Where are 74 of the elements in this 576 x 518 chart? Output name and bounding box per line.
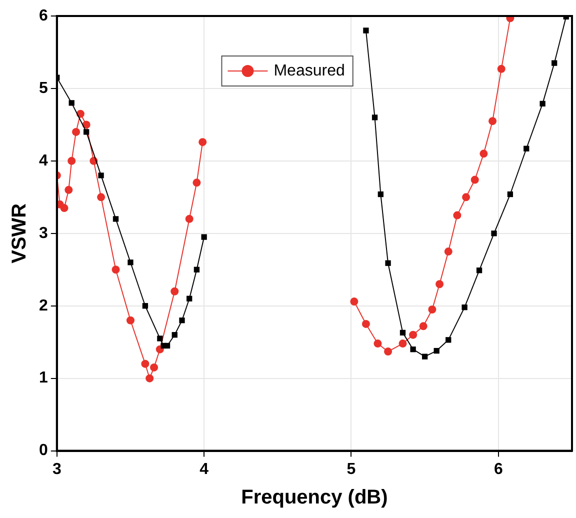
y-tick-label: 2 — [38, 297, 48, 314]
point — [453, 211, 462, 220]
x-axis-title: Frequency (dB) — [241, 486, 388, 509]
x-tick-label: 5 — [346, 460, 356, 478]
point — [186, 296, 192, 302]
point — [372, 114, 378, 120]
y-tick-label: 5 — [38, 80, 48, 97]
x-tick-label: 6 — [494, 460, 503, 478]
point — [201, 234, 207, 240]
point — [398, 340, 407, 348]
point — [72, 128, 80, 136]
point — [419, 322, 428, 330]
point — [384, 348, 392, 356]
point — [378, 191, 384, 198]
point — [422, 354, 428, 360]
point — [480, 150, 488, 158]
point — [150, 363, 158, 372]
point — [170, 287, 179, 296]
point — [112, 266, 120, 274]
y-tick-label: 6 — [38, 7, 48, 24]
y-tick-label: 0 — [38, 442, 48, 460]
point — [97, 193, 106, 202]
point — [198, 138, 207, 146]
point — [68, 156, 76, 165]
point — [179, 318, 185, 324]
point — [436, 280, 444, 288]
point — [470, 176, 479, 184]
point — [98, 172, 104, 178]
point — [385, 260, 391, 266]
point — [164, 342, 170, 349]
y-tick-label: 1 — [38, 370, 48, 387]
x-tick-label: 4 — [200, 460, 209, 478]
point — [350, 298, 358, 306]
point — [409, 330, 418, 339]
point — [507, 191, 514, 198]
point — [112, 216, 119, 222]
point — [491, 230, 497, 236]
point — [172, 332, 178, 338]
point — [524, 146, 530, 152]
point — [126, 316, 134, 324]
point — [64, 186, 73, 194]
point — [194, 266, 200, 272]
point — [476, 268, 482, 274]
point — [462, 304, 468, 310]
point — [434, 348, 440, 354]
point — [374, 340, 382, 348]
point — [497, 64, 506, 73]
point — [462, 193, 470, 202]
point — [192, 178, 201, 187]
point — [552, 60, 558, 66]
point — [400, 330, 406, 336]
point — [540, 100, 546, 107]
point — [142, 303, 148, 309]
x-tick-label: 3 — [52, 460, 62, 478]
point — [157, 336, 163, 342]
point — [68, 100, 74, 106]
point — [128, 260, 134, 266]
point — [185, 214, 194, 223]
point — [363, 28, 369, 34]
y-axis-title: VSWR — [8, 202, 31, 264]
point — [446, 337, 452, 343]
point — [84, 129, 90, 135]
point — [444, 248, 452, 256]
point — [488, 117, 497, 126]
point — [146, 374, 154, 382]
y-tick-label: 4 — [38, 152, 48, 170]
y-tick-label: 3 — [38, 224, 48, 242]
point — [428, 305, 436, 314]
point — [82, 120, 90, 129]
point — [141, 360, 150, 368]
point — [60, 204, 68, 212]
point — [362, 320, 370, 328]
legend-label: Measured — [274, 62, 345, 80]
point — [410, 346, 416, 352]
